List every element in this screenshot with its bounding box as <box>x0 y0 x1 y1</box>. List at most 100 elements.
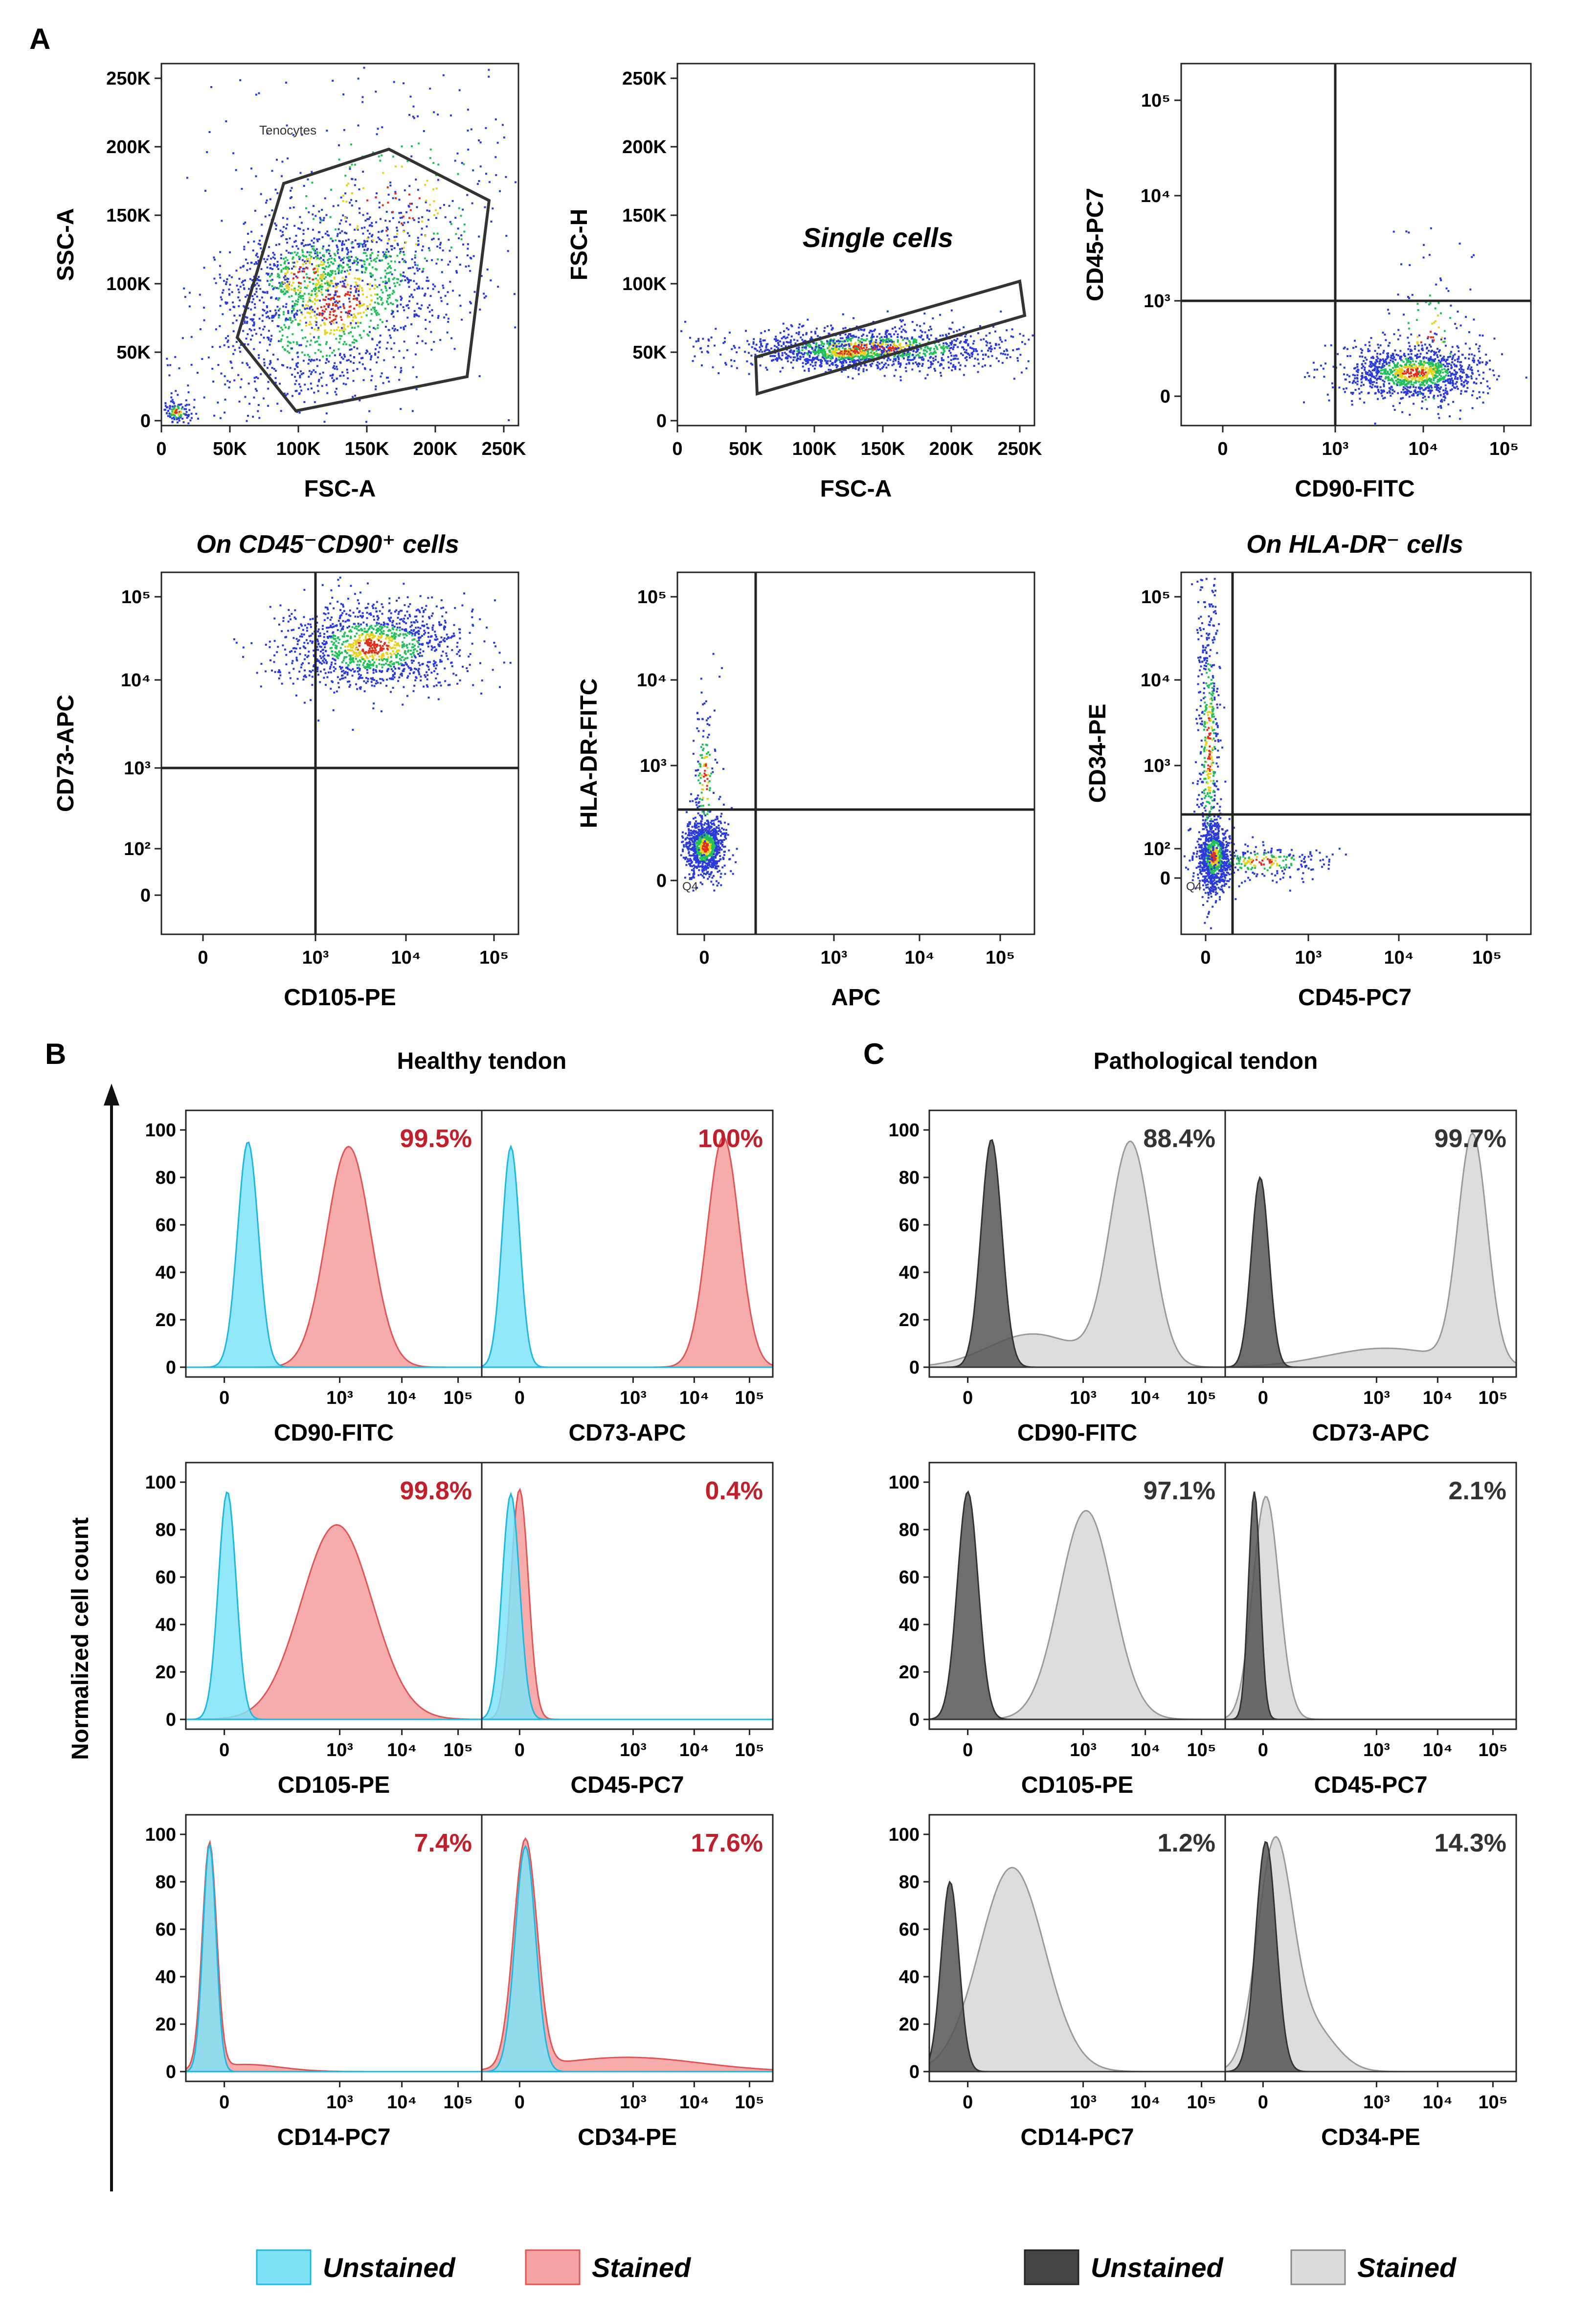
scatter-point <box>832 349 834 351</box>
scatter-point <box>283 293 285 295</box>
scatter-point <box>306 340 309 342</box>
scatter-point <box>339 354 341 356</box>
scatter-point <box>381 259 383 262</box>
scatter-point <box>774 358 777 361</box>
scatter-point <box>305 255 308 258</box>
scatter-point <box>860 349 862 352</box>
scatter-point <box>365 349 368 352</box>
scatter-point <box>886 330 889 332</box>
scatter-point <box>881 345 883 348</box>
scatter-point <box>413 272 416 275</box>
scatter-point <box>335 283 337 285</box>
scatter-point <box>393 247 396 249</box>
x-tick-label: 150K <box>345 439 389 459</box>
scatter-point <box>422 270 424 272</box>
scatter-point <box>492 207 494 210</box>
scatter-point <box>1400 381 1403 383</box>
scatter-point <box>180 403 182 406</box>
scatter-point <box>1434 382 1436 384</box>
scatter-point <box>1352 392 1354 394</box>
scatter-point <box>389 337 392 339</box>
scatter-point <box>409 279 412 282</box>
scatter-point <box>387 250 390 253</box>
scatter-point <box>315 317 317 319</box>
scatter-point <box>409 209 412 211</box>
scatter-point <box>1361 377 1363 379</box>
scatter-point <box>277 340 280 342</box>
scatter-point <box>1384 373 1387 375</box>
scatter-point <box>219 276 222 279</box>
scatter-point <box>359 322 362 324</box>
scatter-point <box>308 359 310 361</box>
scatter-point <box>313 336 315 338</box>
scatter-point <box>1408 379 1410 382</box>
scatter-point <box>1438 390 1441 393</box>
scatter-point <box>296 314 298 316</box>
plot-frame <box>1180 63 1532 427</box>
scatter-point <box>326 331 328 334</box>
scatter-point <box>905 331 907 333</box>
scatter-point <box>1369 385 1371 387</box>
scatter-point <box>307 227 309 230</box>
scatter-point <box>832 350 834 353</box>
scatter-point <box>403 260 405 263</box>
scatter-point <box>346 184 348 186</box>
scatter-point <box>222 313 224 316</box>
scatter-point <box>1313 368 1316 371</box>
scatter-point <box>840 340 842 343</box>
scatter-point <box>1402 361 1405 363</box>
scatter-point <box>260 193 262 195</box>
scatter-point <box>1407 353 1410 356</box>
scatter-point <box>852 367 854 369</box>
scatter-point <box>356 227 359 229</box>
scatter-point <box>253 321 255 323</box>
scatter-point <box>302 304 304 307</box>
scatter-point <box>368 410 371 412</box>
scatter-point <box>1455 373 1457 375</box>
scatter-point <box>394 239 396 242</box>
scatter-point <box>1458 356 1460 358</box>
scatter-point <box>796 339 799 342</box>
scatter-point <box>250 329 252 332</box>
scatter-point <box>293 273 295 275</box>
scatter-point <box>1416 371 1419 373</box>
scatter-point <box>392 278 394 280</box>
scatter-point <box>868 358 870 361</box>
scatter-point <box>355 200 358 202</box>
scatter-point <box>857 346 860 348</box>
scatter-point <box>331 282 333 285</box>
scatter-point <box>239 286 242 288</box>
scatter-point <box>288 281 291 283</box>
scatter-point <box>276 305 279 308</box>
scatter-point <box>734 346 736 349</box>
scatter-point <box>877 366 879 369</box>
scatter-point <box>340 196 342 199</box>
scatter-point <box>1376 369 1378 372</box>
scatter-point <box>345 232 348 234</box>
scatter-point <box>1012 349 1014 351</box>
scatter-point <box>347 182 350 185</box>
scatter-point <box>400 367 402 369</box>
scatter-point <box>274 286 276 289</box>
scatter-point <box>315 248 318 250</box>
scatter-point <box>1455 364 1458 367</box>
scatter-point <box>306 276 309 279</box>
scatter-point <box>393 325 395 327</box>
scatter-point <box>213 414 216 417</box>
scatter-point <box>336 368 338 370</box>
scatter-point <box>287 278 290 280</box>
scatter-point <box>1436 381 1438 383</box>
y-tick-label: 100K <box>106 274 151 294</box>
scatter-point <box>1434 353 1436 355</box>
scatter-point <box>355 290 357 292</box>
scatter-point <box>269 363 271 365</box>
scatter-point <box>1433 354 1436 356</box>
scatter-point <box>471 202 473 204</box>
scatter-point <box>1024 343 1026 345</box>
scatter-point <box>338 158 340 161</box>
scatter-point <box>1371 369 1374 372</box>
scatter-point <box>496 141 499 144</box>
scatter-point <box>235 270 238 272</box>
scatter-point <box>384 251 387 253</box>
scatter-point <box>875 341 877 344</box>
